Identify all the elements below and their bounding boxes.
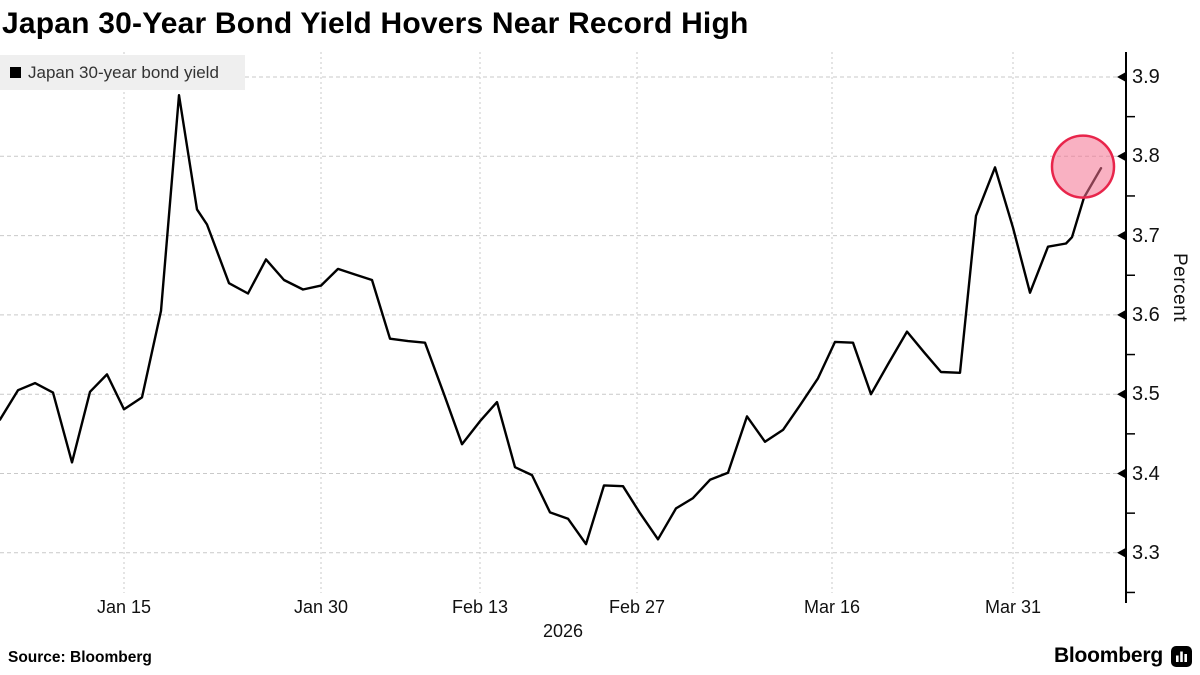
y-tick-label: 3.3 bbox=[1132, 541, 1160, 564]
x-axis-year-label: 2026 bbox=[542, 621, 584, 641]
x-tick-label: Mar 31 bbox=[984, 597, 1042, 617]
bloomberg-logo-text: Bloomberg bbox=[1053, 644, 1163, 667]
legend-swatch-icon bbox=[10, 67, 21, 78]
y-major-tick-arrow-icon bbox=[1117, 389, 1126, 400]
chart-title: Japan 30-Year Bond Yield Hovers Near Rec… bbox=[2, 7, 749, 40]
y-tick-label: 3.9 bbox=[1132, 66, 1160, 88]
y-major-tick-arrow-icon bbox=[1117, 468, 1126, 479]
x-tick-label: Jan 30 bbox=[293, 597, 349, 617]
y-tick-label: 3.8 bbox=[1132, 145, 1160, 168]
y-major-tick-arrow-icon bbox=[1117, 309, 1126, 320]
y-major-tick-arrow-icon bbox=[1117, 230, 1126, 241]
legend: Japan 30-year bond yield bbox=[0, 55, 245, 90]
y-major-tick-arrow-icon bbox=[1117, 151, 1126, 162]
yield-line-series bbox=[0, 93, 1103, 546]
bloomberg-chart-icon bbox=[1171, 645, 1192, 667]
x-tick-label: Feb 13 bbox=[451, 597, 509, 617]
source-credit: Source: Bloomberg bbox=[8, 649, 152, 666]
y-tick-label: 3.6 bbox=[1132, 303, 1160, 326]
x-tick-label: Feb 27 bbox=[608, 597, 666, 617]
record-high-highlight-circle bbox=[1050, 134, 1116, 199]
bloomberg-logo: Bloomberg bbox=[1054, 644, 1192, 668]
y-major-tick-arrow-icon bbox=[1117, 72, 1126, 82]
y-tick-label: 3.5 bbox=[1132, 383, 1160, 406]
y-major-tick-arrow-icon bbox=[1117, 547, 1126, 558]
x-tick-label: Jan 15 bbox=[96, 597, 152, 617]
x-tick-label: Mar 16 bbox=[803, 597, 861, 617]
y-axis-title: Percent bbox=[1169, 253, 1190, 322]
legend-label: Japan 30-year bond yield bbox=[28, 62, 219, 82]
y-tick-label: 3.7 bbox=[1132, 224, 1160, 247]
y-tick-label: 3.4 bbox=[1132, 462, 1160, 485]
